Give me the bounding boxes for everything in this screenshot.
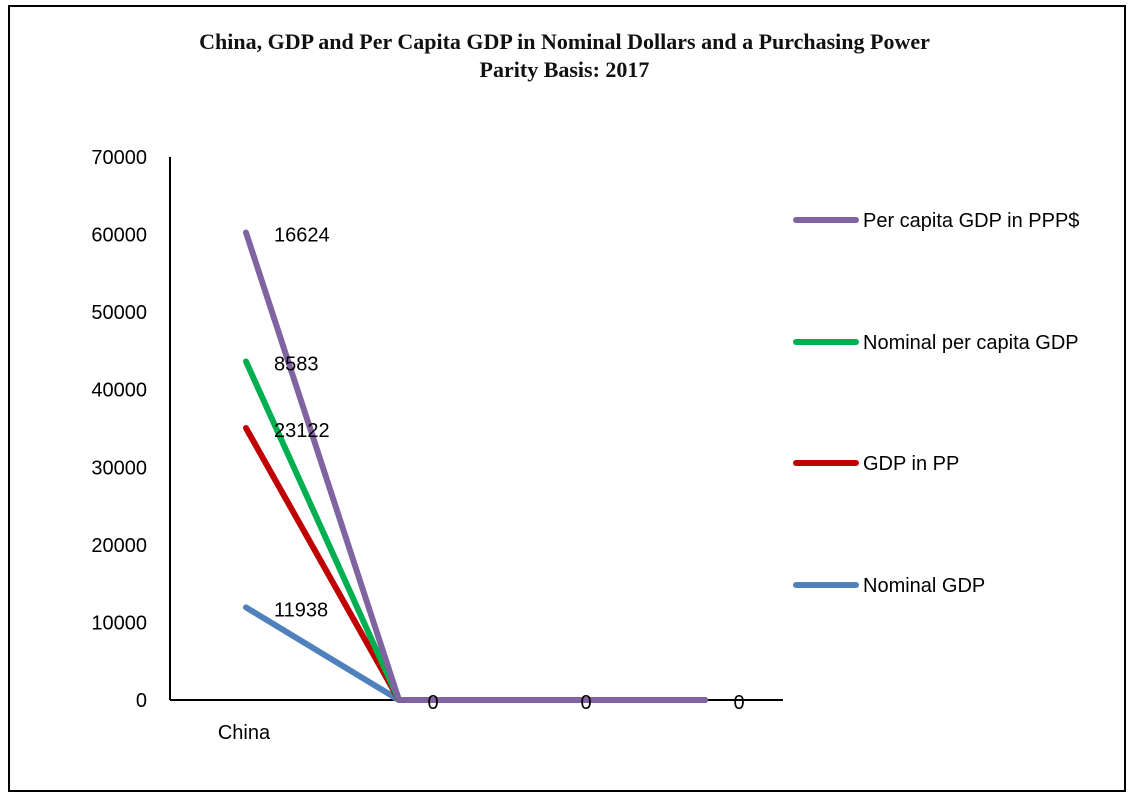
y-tick-label: 10000 xyxy=(91,612,147,634)
data-label: 0 xyxy=(427,692,438,714)
data-label: 23122 xyxy=(274,420,330,442)
chart-title-line-2: Parity Basis: 2017 xyxy=(479,57,650,82)
y-tick-label: 60000 xyxy=(91,225,147,247)
legend-label: Per capita GDP in PPP$ xyxy=(863,210,1079,232)
legend-label: Nominal per capita GDP xyxy=(863,332,1079,354)
chart-title: China, GDP and Per Capita GDP in Nominal… xyxy=(0,28,1129,84)
chart-frame xyxy=(8,5,1126,792)
data-label: 8583 xyxy=(274,353,319,375)
series-line-per-capita-gdp-in-ppp xyxy=(243,229,708,703)
legend: Per capita GDP in PPP$ Nominal per capita… xyxy=(793,210,1079,597)
x-tick-label: China xyxy=(218,722,271,744)
data-label: 0 xyxy=(733,692,744,714)
axes: 0 10000 20000 30000 40000 50000 60000 70000 Chin… xyxy=(91,147,783,744)
data-label: 16624 xyxy=(274,225,330,247)
data-label: 0 xyxy=(580,692,591,714)
series-line-gdp-in-pp xyxy=(243,425,708,703)
y-tick-label: 70000 xyxy=(91,147,147,169)
y-tick-label: 50000 xyxy=(91,302,147,324)
data-labels: 11938 23122 8583 16624 0 0 0 xyxy=(274,225,745,714)
legend-label: GDP in PP xyxy=(863,453,959,475)
y-tick-label: 20000 xyxy=(91,535,147,557)
legend-label: Nominal GDP xyxy=(863,575,985,597)
series-lines xyxy=(243,229,708,703)
y-tick-label: 30000 xyxy=(91,457,147,479)
y-tick-label: 40000 xyxy=(91,380,147,402)
y-tick-label: 0 xyxy=(136,690,147,712)
data-label: 11938 xyxy=(274,599,328,621)
chart-title-line-1: China, GDP and Per Capita GDP in Nominal… xyxy=(199,29,930,54)
